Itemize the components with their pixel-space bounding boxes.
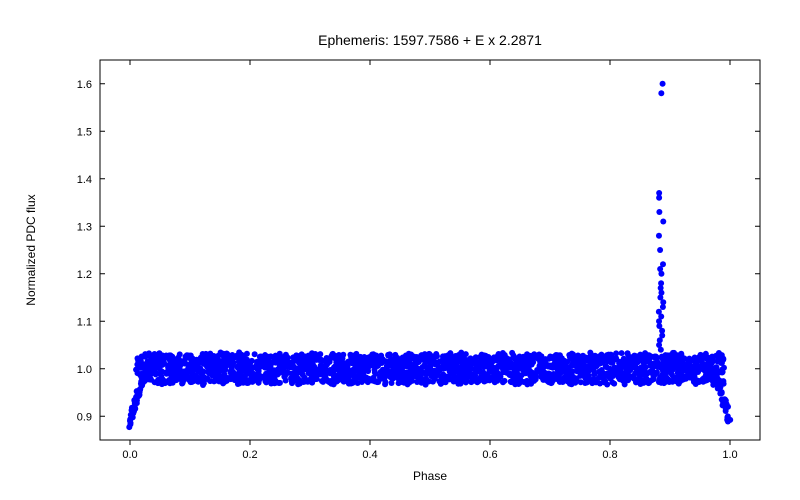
svg-text:1.4: 1.4 [77, 174, 92, 186]
svg-text:1.5: 1.5 [77, 126, 92, 138]
phase-flux-chart: Ephemeris: 1597.7586 + E x 2.2871 Phase … [0, 0, 800, 500]
svg-text:1.6: 1.6 [77, 79, 92, 91]
svg-text:1.1: 1.1 [77, 316, 92, 328]
svg-text:0.9: 0.9 [77, 411, 92, 423]
svg-text:0.8: 0.8 [602, 449, 617, 461]
svg-text:0.2: 0.2 [242, 449, 257, 461]
chart-title: Ephemeris: 1597.7586 + E x 2.2871 [318, 32, 542, 48]
x-ticks: 0.0 0.2 0.4 0.6 0.8 1.0 [122, 60, 737, 461]
svg-text:0.4: 0.4 [362, 449, 377, 461]
svg-text:1.3: 1.3 [77, 221, 92, 233]
chart-svg: Ephemeris: 1597.7586 + E x 2.2871 Phase … [0, 0, 800, 500]
x-axis-label: Phase [413, 469, 447, 483]
svg-text:1.0: 1.0 [77, 364, 92, 376]
svg-text:1.0: 1.0 [722, 449, 737, 461]
data-points [126, 81, 733, 430]
svg-text:0.6: 0.6 [482, 449, 497, 461]
svg-text:1.2: 1.2 [77, 269, 92, 281]
svg-text:0.0: 0.0 [122, 449, 137, 461]
y-axis-label: Normalized PDC flux [24, 194, 38, 305]
